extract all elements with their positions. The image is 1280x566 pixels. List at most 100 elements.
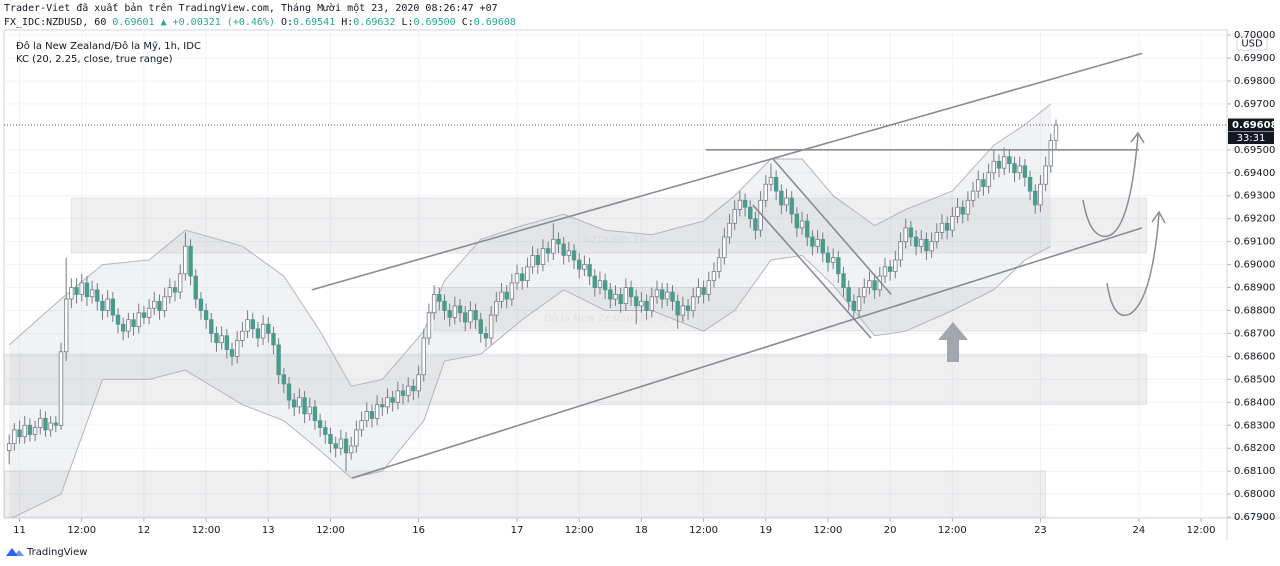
candle-body [38,417,43,428]
last-price: 0.69601 [112,17,154,28]
candle-body [110,298,116,316]
trend-line [752,204,872,339]
y-tick-label: 0.68200 [1234,443,1275,454]
candle-body [214,333,219,344]
candle-body [784,197,789,206]
candle-body [913,236,919,247]
candle-body [748,206,753,220]
candle-body [406,385,411,396]
candle-body [131,319,136,327]
candle-body [198,298,204,311]
arrow-head [1130,131,1145,144]
change: ▲ +0.00321 (+0.46%) [161,17,275,28]
candle-body [457,305,463,314]
candle-body [17,429,22,438]
x-tick-label: 12:00 [938,525,967,536]
candle-body [670,291,675,302]
candle-body [343,438,349,454]
currency: USD [1241,39,1263,50]
trend-line [311,52,1143,291]
x-tick-label: 12:00 [1187,525,1216,536]
candle-body [685,305,691,311]
candle-body [763,183,768,201]
candle-body [411,385,416,392]
curved-arrow [1106,213,1160,317]
candle-body [89,289,95,298]
candle-body [1012,163,1017,174]
y-tick-label: 0.68300 [1234,420,1275,431]
ohlc-value: 0.69632 [353,17,395,28]
candle-body [794,213,800,229]
candle-body [665,291,670,300]
candle-body [867,280,872,288]
candle-body [639,300,644,307]
candle-body [779,190,784,206]
candle-body [981,179,986,187]
candle-body [338,438,344,449]
candle-body [815,238,820,247]
candle-body [126,319,131,332]
candle-body [509,282,515,300]
candle-body [908,227,914,238]
candle-body [520,273,525,282]
candle-body [924,238,929,252]
candle-body [255,328,261,339]
candle-body [1038,183,1043,206]
candle-body [177,273,183,293]
ohlc-value: 0.69608 [474,17,516,28]
arrow-head [1151,210,1166,224]
candle-body [323,427,328,435]
candle-body [696,287,701,298]
x-tick-label: 12:00 [689,525,718,536]
candle-body [950,215,955,231]
candle-body [919,238,924,247]
candle-body [349,445,354,454]
candle-body [183,245,188,275]
candle-body [63,298,69,353]
candle-body [934,232,939,243]
candle-body [53,422,59,426]
y-tick-label: 0.68900 [1234,283,1275,294]
candle-body [120,323,126,332]
candle-body [209,319,214,334]
candle-body [545,248,551,254]
candle-body [240,330,245,341]
candle-body [561,243,566,256]
candle-body [566,250,572,256]
annotation-arrows [1082,131,1166,317]
candle-body [608,289,613,300]
y-tick-label: 0.70000 [1234,30,1275,41]
zone [433,287,1148,332]
candle-body [592,275,597,288]
candle-body [79,282,84,295]
plot-area [4,52,1227,518]
candle-body [556,238,561,245]
candle-body [991,160,997,174]
candle-body [286,383,292,401]
candle-body [820,238,825,254]
candle-body [825,252,831,263]
y-tick-label: 0.67900 [1234,512,1275,523]
candle-body [742,199,748,208]
countdown: 33:31 [1237,133,1266,144]
candle-body [753,218,758,231]
symbol-line: FX_IDC:NZDUSD, 60 0.69601 ▲ +0.00321 (+0… [4,17,516,28]
candle-body [551,238,556,254]
candle-body [965,199,971,215]
candle-body [172,287,178,293]
candle-body [582,264,587,270]
x-tick-label: 24 [1133,525,1146,536]
candle-body [442,300,447,311]
candle-body [281,374,287,385]
zone [4,470,1047,518]
x-tick-label: 12 [138,525,151,536]
candle-body [1027,176,1033,192]
candle-body [887,266,893,272]
x-tick-label: 11 [13,525,26,536]
candle-body [229,349,235,357]
ohlc-key: C: [462,17,474,28]
watermark-name: Đô la New Zealand/Đô la Mỹ [544,312,686,324]
candle-body [872,280,877,291]
x-tick-label: 13 [262,525,275,536]
